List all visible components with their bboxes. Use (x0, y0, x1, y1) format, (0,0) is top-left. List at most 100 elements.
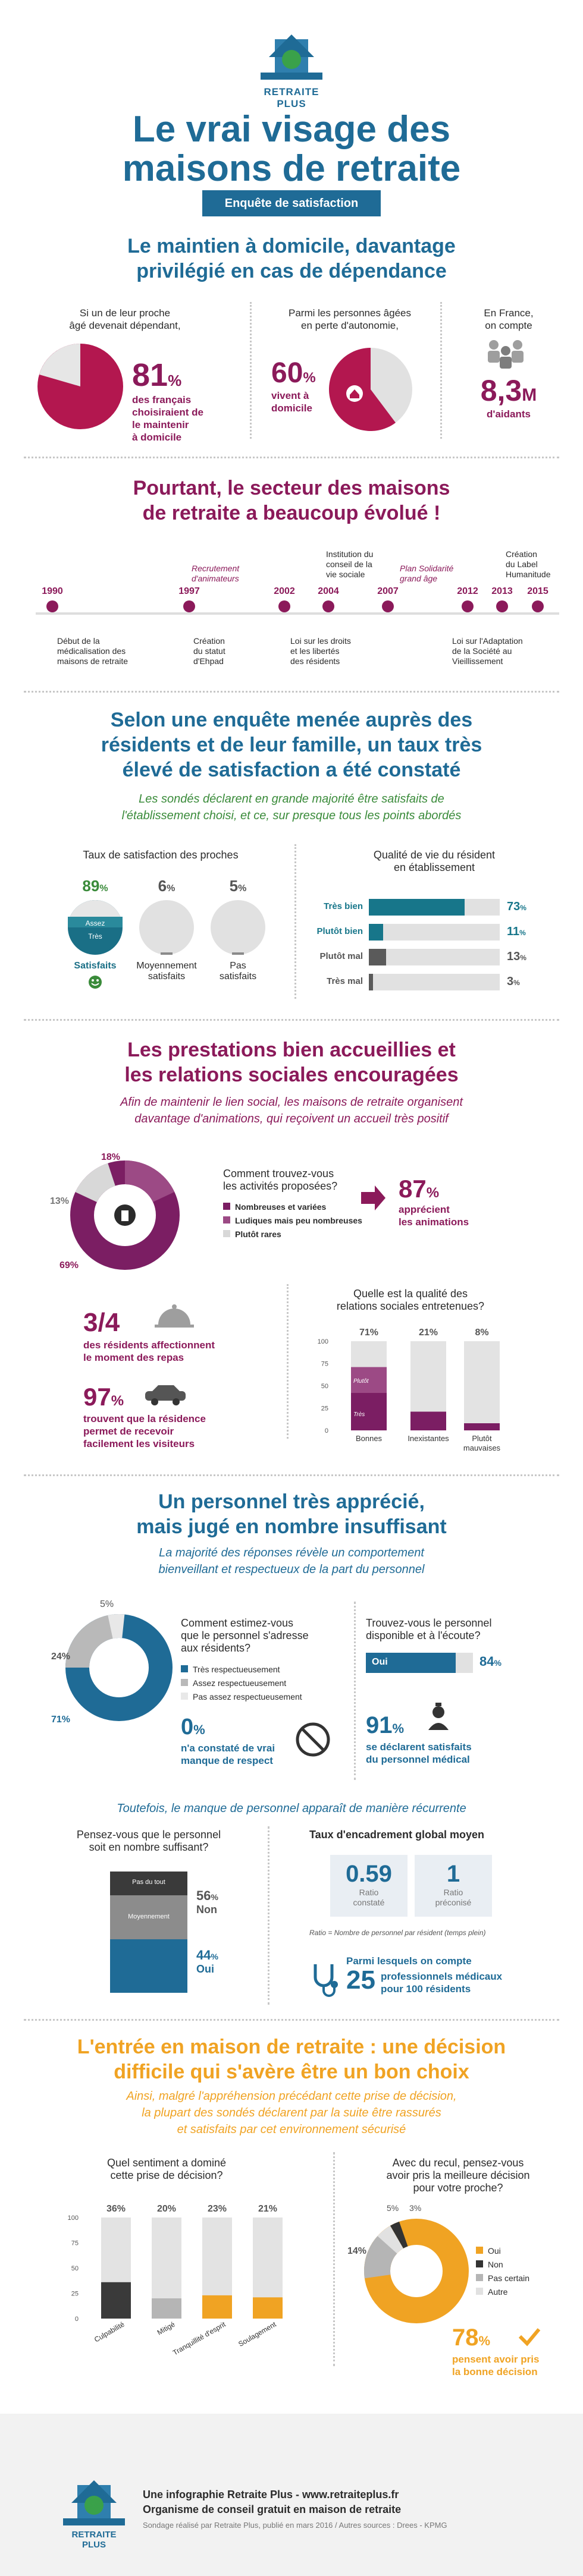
s5-donut-5: 5% (100, 1599, 114, 1609)
s1-c1-pie (37, 344, 123, 429)
tl-deb-1: Début de la (57, 636, 100, 646)
s6-sub-2: la plupart des sondés déclarent par la s… (142, 2106, 441, 2119)
s5-56-unit: % (211, 1892, 218, 1902)
s5-oui2: Oui (196, 1963, 214, 1975)
tl-year-label-2007: 2007 (377, 586, 399, 596)
tl-year-label-2015: 2015 (527, 586, 548, 596)
s4-donut (70, 1160, 180, 1270)
tl-inst-2: conseil de la (326, 559, 372, 569)
tl-lab-1: Création (506, 549, 537, 559)
brand-name: RETRAITE PLUS (264, 86, 319, 109)
s6-q1: Quel sentiment a dominé (106, 2157, 227, 2169)
s3-l3a: Pas (230, 961, 246, 971)
divider (24, 2019, 559, 2021)
s6-leg3: Pas certain (488, 2273, 530, 2283)
page-title: Le vrai visage des maisons de retraite (0, 110, 583, 188)
tl-recrutement: Recrutement d'animateurs (192, 564, 239, 584)
s5-leg2: Assez respectueusement (193, 1678, 287, 1688)
rel-axis-0: 0 (325, 1427, 328, 1435)
rel-bar-2-0 (464, 1423, 500, 1430)
s5-zero-1: n'a constaté de vrai (181, 1743, 275, 1754)
feel-axis-0: 0 (75, 2316, 79, 2323)
tl-year-2002 (278, 600, 290, 612)
tl-year-label-1990: 1990 (42, 586, 63, 596)
s5-leg1: Très respectueusement (193, 1665, 280, 1674)
title-line-1: Le vrai visage des (132, 109, 451, 150)
s5-note: Toutefois, le manque de personnel appara… (117, 1802, 466, 1815)
s1-c1-stat: 81% des français choisiraient de le main… (132, 357, 203, 444)
rel-cat-0: Bonnes (356, 1434, 383, 1443)
rel-bar-0-0 (351, 1393, 387, 1430)
s5-med-1: professionnels médicaux (381, 1971, 503, 1982)
s3-l2a: Moyennement (136, 961, 197, 971)
s5-question: Comment estimez-vous que le personnel s'a… (181, 1617, 309, 1655)
s4-heading-1: Les prestations bien accueillies et (127, 1039, 456, 1061)
tl-cre-3: d'Ehpad (193, 656, 224, 666)
footer-brand-name: RETRAITE PLUS (71, 2530, 117, 2550)
s4-divider (287, 1284, 289, 1439)
s5-zero: 0% (181, 1715, 205, 1740)
s5-heading: Un personnel très apprécié, mais jugé en… (0, 1489, 583, 1539)
tl-year-2004 (322, 600, 334, 612)
tl-plan-1: Plan Solidarité (400, 564, 454, 573)
qol-label-3: Très mal (327, 976, 363, 986)
s4-donut-18: 18% (101, 1152, 121, 1162)
no-hand-icon (296, 1722, 330, 1757)
s6-78-a: pensent avoir pris (452, 2354, 540, 2365)
tl-deb-3: maisons de retraite (57, 656, 128, 666)
footer-text: Une infographie Retraite Plus - www.retr… (143, 2489, 447, 2530)
tl-recr-1: Recrutement (192, 564, 240, 573)
rel-value-1: 21% (419, 1328, 438, 1338)
s1-c2-pct: 60 (271, 357, 303, 389)
s4-heading: Les prestations bien accueillies et les … (0, 1037, 583, 1087)
s5-subtitle: La majorité des réponses révèle un compo… (0, 1545, 583, 1578)
s5-r1b: constaté (353, 1898, 385, 1907)
tl-adp-1: Loi sur l'Adaptation (452, 636, 523, 646)
s4-sub-1: Afin de maintenir le lien social, les ma… (120, 1096, 463, 1109)
s4-visit: 97% (83, 1383, 124, 1411)
tl-loi: Loi sur les droits et les libertés des rés… (290, 636, 351, 666)
s4-leg3: Plutôt rares (235, 1229, 281, 1239)
feel-value-2: 23% (208, 2204, 227, 2214)
s5-divider-2 (268, 1826, 269, 2005)
s3-p1: 89% (65, 877, 125, 895)
feel-axis-25: 25 (71, 2291, 79, 2298)
s1-c3-line-1: En France, (484, 307, 534, 319)
s6-78-val: 78 (452, 2325, 479, 2351)
s3-label-pas: Pas satisfaits (202, 961, 274, 982)
s3-right-title: Qualité de vie du résident en établisseme… (303, 849, 565, 874)
s5-nb-oui (110, 1939, 187, 1993)
tl-year-label-1997: 1997 (178, 586, 200, 596)
s3-tres-label: Très (88, 932, 102, 941)
s5-donut (65, 1614, 173, 1721)
s6-78-unit: % (478, 2333, 491, 2348)
s2-heading-1: Pourtant, le secteur des maisons (133, 477, 450, 499)
tl-year-1990 (46, 600, 58, 612)
s6-divider (333, 2152, 335, 2366)
s6-sub-3: et satisfaits par cet environnement sécu… (177, 2123, 406, 2136)
s4-rq2: relations sociales entretenues? (336, 1300, 485, 1312)
feel-bar-0 (101, 2282, 131, 2319)
rel-value-0: 71% (359, 1328, 378, 1338)
s6-heading-2: difficile qui s'avère être un bon choix (114, 2061, 469, 2083)
tl-plan-2: grand âge (400, 574, 438, 583)
tl-cre-1: Création (193, 636, 225, 646)
s4-legend: Nombreuses et variées Ludiques mais peu … (223, 1202, 362, 1240)
tl-year-2013 (496, 600, 508, 612)
feel-axis-50: 50 (71, 2265, 79, 2272)
feel-value-0: 36% (106, 2204, 126, 2214)
survey-badge: Enquête de satisfaction (202, 190, 381, 216)
s5-91: 91% (366, 1712, 404, 1739)
s1-c2-pie (329, 348, 412, 431)
tl-label: Création du Label Humanitude (506, 549, 551, 580)
s1-c1-t3: le maintenir (132, 419, 189, 430)
tl-plan: Plan Solidarité grand âge (400, 564, 453, 584)
s5-zero-text: n'a constaté de vrai manque de respect (181, 1742, 275, 1767)
s3-assez-label: Assez (85, 919, 105, 927)
s5-dispo-question: Trouvez-vous le personnel disponible et à… (366, 1617, 491, 1642)
s5-non: Non (196, 1904, 217, 1916)
s4-donut-13: 13% (50, 1196, 70, 1206)
s4-donut-69: 69% (59, 1260, 79, 1270)
tl-lab-2: du Label (506, 559, 538, 569)
s6-rq2: avoir pris la meilleure décision (386, 2169, 530, 2181)
